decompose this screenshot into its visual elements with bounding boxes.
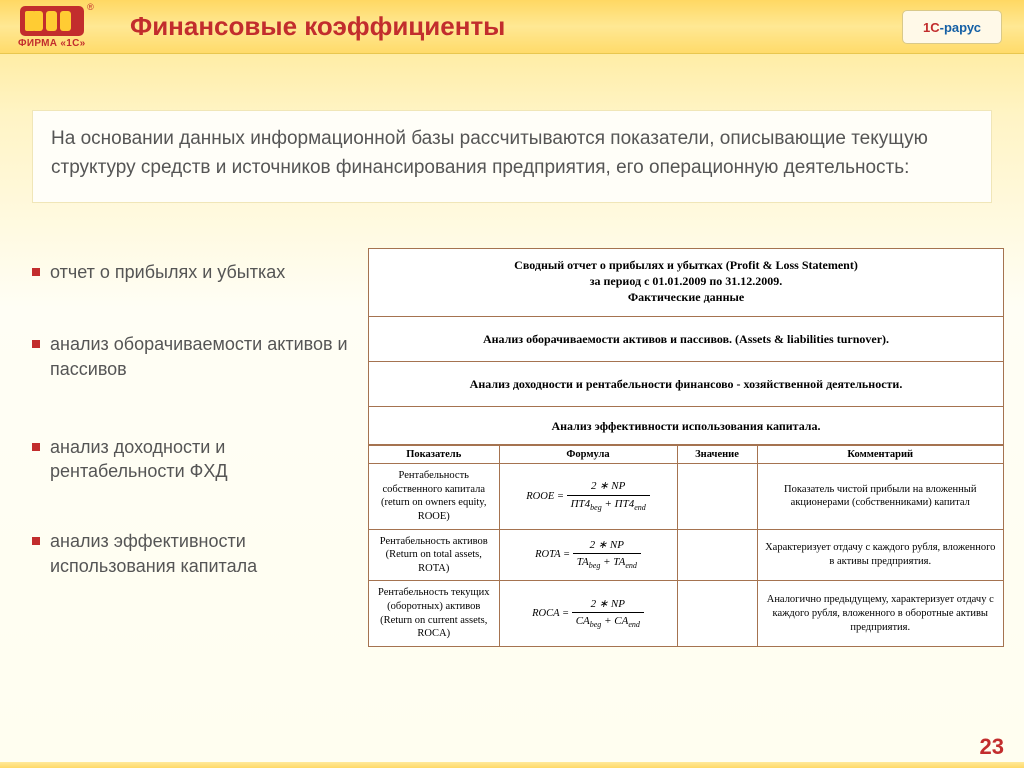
col-comment: Комментарий xyxy=(757,445,1003,463)
logo-1c: ФИРМА «1С» xyxy=(18,6,86,49)
cell-formula: ROTA = 2 ∗ NPTAbeg + TAend xyxy=(499,529,677,581)
report-box: Сводный отчет о прибылях и убытках (Prof… xyxy=(368,248,1004,647)
logo-rarus: 1С-рарус xyxy=(902,10,1002,44)
report-section-3: Анализ доходности и рентабельности финан… xyxy=(369,362,1003,406)
metric-table: Показатель Формула Значение Комментарий … xyxy=(369,445,1003,646)
table-row: Рентабельность собственного капитала(ret… xyxy=(369,463,1003,529)
bullet-item: анализ оборачиваемости активов и пассиво… xyxy=(32,332,352,381)
cell-value xyxy=(677,581,757,646)
header-bar: ФИРМА «1С» Финансовые коэффициенты 1С-ра… xyxy=(0,0,1024,54)
report-s1-l2: за период с 01.01.2009 по 31.12.2009. xyxy=(379,273,993,289)
cell-indicator: Рентабельность активов(Return on total a… xyxy=(369,529,499,581)
cell-formula: ROCA = 2 ∗ NPCAbeg + CAend xyxy=(499,581,677,646)
intro-panel: На основании данных информационной базы … xyxy=(32,110,992,203)
cell-comment: Характеризует отдачу с каждого рубля, вл… xyxy=(757,529,1003,581)
table-header-row: Показатель Формула Значение Комментарий xyxy=(369,445,1003,463)
report-s1-l3: Фактические данные xyxy=(379,289,993,305)
table-body: Рентабельность собственного капитала(ret… xyxy=(369,463,1003,646)
report-section-4: Анализ эффективности использования капит… xyxy=(369,406,1003,445)
table-row: Рентабельность текущих (оборотных) актив… xyxy=(369,581,1003,646)
cell-indicator: Рентабельность собственного капитала(ret… xyxy=(369,463,499,529)
bullet-item: отчет о прибылях и убытках xyxy=(32,260,352,284)
report-section-1: Сводный отчет о прибылях и убытках (Prof… xyxy=(369,249,1003,317)
bullet-list: отчет о прибылях и убытках анализ оборач… xyxy=(32,258,352,578)
cell-comment: Аналогично предыдущему, характеризует от… xyxy=(757,581,1003,646)
bullet-item: анализ эффективности использования капит… xyxy=(32,529,352,578)
cell-formula: ROOE = 2 ∗ NPПТ4beg + ПТ4end xyxy=(499,463,677,529)
page-number: 23 xyxy=(980,734,1004,760)
cell-value xyxy=(677,529,757,581)
cell-value xyxy=(677,463,757,529)
logo-rarus-1: 1С xyxy=(923,20,940,35)
table-row: Рентабельность активов(Return on total a… xyxy=(369,529,1003,581)
logo-1c-label: ФИРМА «1С» xyxy=(18,38,86,49)
bullet-item: анализ доходности и рентабельности ФХД xyxy=(32,435,352,484)
col-formula: Формула xyxy=(499,445,677,463)
bottom-edge xyxy=(0,762,1024,768)
intro-text: На основании данных информационной базы … xyxy=(51,125,973,182)
page-title: Финансовые коэффициенты xyxy=(130,11,505,42)
col-value: Значение xyxy=(677,445,757,463)
report-section-2: Анализ оборачиваемости активов и пассиво… xyxy=(369,317,1003,362)
cell-comment: Показатель чистой прибыли на вложенный а… xyxy=(757,463,1003,529)
logo-1c-icon xyxy=(20,6,84,36)
report-s1-l1: Сводный отчет о прибылях и убытках (Prof… xyxy=(379,257,993,273)
cell-indicator: Рентабельность текущих (оборотных) актив… xyxy=(369,581,499,646)
col-indicator: Показатель xyxy=(369,445,499,463)
logo-rarus-2: -рарус xyxy=(940,20,981,35)
